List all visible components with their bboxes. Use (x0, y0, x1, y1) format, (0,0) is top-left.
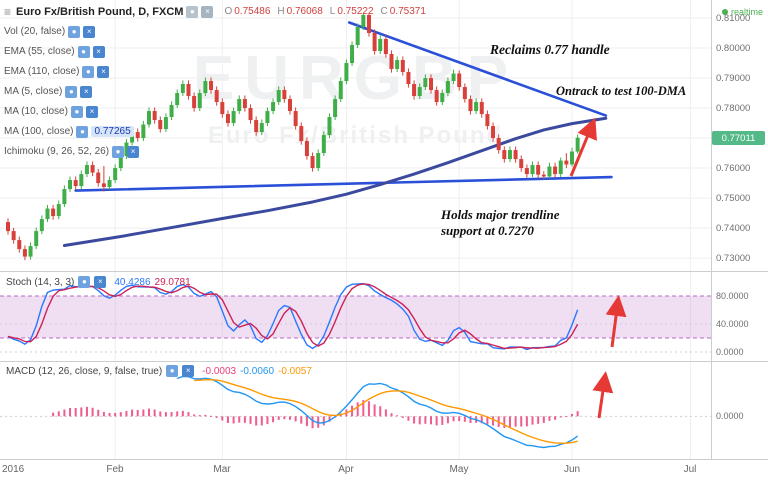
time-label: May (449, 464, 469, 475)
macd-line-value: -0.0060 (240, 365, 275, 377)
time-label: Jun (563, 464, 581, 475)
stoch-axis-label: 80.0000 (716, 291, 749, 301)
price-label: 0.73000 (716, 253, 751, 264)
realtime-dot-icon (721, 9, 728, 15)
price-label: 0.76000 (716, 163, 751, 174)
indicator-label[interactable]: Ichimoku (9, 26, 52, 26) (4, 146, 110, 157)
ohlc-high-value: 0.76068 (286, 6, 323, 17)
indicator-row-ma100: MA (100, close) ● 0.77265 (4, 124, 134, 139)
stoch-label[interactable]: Stoch (14, 3, 3) (6, 276, 75, 288)
price-label: 0.78000 (716, 103, 751, 114)
macd-zero-label: 0.0000 (716, 411, 744, 422)
eye-icon[interactable]: ● (186, 5, 199, 18)
eye-icon[interactable]: ● (68, 25, 81, 38)
stoch-axis-label: 40.0000 (716, 319, 749, 329)
time-label: Apr (338, 464, 354, 475)
eye-icon[interactable]: ● (77, 45, 90, 58)
last-price-badge: 0.77011 (712, 131, 765, 145)
macd-signal-value: -0.0057 (278, 365, 312, 377)
close-icon[interactable]: × (83, 25, 96, 38)
eye-icon[interactable]: ● (166, 365, 179, 377)
indicator-label[interactable]: EMA (55, close) (4, 46, 75, 57)
eye-icon[interactable]: ● (65, 85, 78, 98)
macd-label[interactable]: MACD (12, 26, close, 9, false, true) (6, 365, 163, 377)
indicator-row-ema110: EMA (110, close) ● × (4, 64, 110, 79)
macd-hist-value: -0.0003 (202, 365, 237, 377)
menu-icon[interactable]: ≡ (4, 4, 12, 19)
stoch-k-value: 40.4286 (114, 276, 151, 288)
indicator-row-ma5: MA (5, close) ● × (4, 84, 93, 99)
indicator-row-ichimoku: Ichimoku (9, 26, 52, 26) ● × (4, 144, 140, 159)
close-icon[interactable]: × (85, 105, 98, 118)
ohlc-close-value: 0.75371 (389, 6, 426, 17)
price-label: 0.79000 (716, 73, 751, 84)
ma100-value: 0.77265 (91, 126, 134, 137)
stoch-axis-label: 0.0000 (716, 347, 744, 357)
time-label: 2016 (2, 464, 25, 475)
indicator-label[interactable]: MA (10, close) (4, 106, 68, 117)
close-icon[interactable]: × (80, 85, 93, 98)
price-label: 0.75000 (716, 193, 751, 204)
eye-icon[interactable]: ● (78, 276, 91, 288)
eye-icon[interactable]: ● (76, 125, 89, 138)
ohlc-close-label: C (380, 6, 388, 17)
annotation-reclaims[interactable]: Reclaims 0.77 handle (490, 42, 610, 57)
ohlc-readout: O 0.75486 H 0.76068 L 0.75222 C 0.75371 (224, 6, 430, 17)
indicator-row-ma10: MA (10, close) ● × (4, 104, 98, 119)
indicator-row-ema55: EMA (55, close) ● × (4, 44, 105, 59)
ohlc-open-value: 0.75486 (234, 6, 271, 17)
eye-icon[interactable]: ● (112, 145, 125, 158)
close-icon[interactable]: × (92, 45, 105, 58)
stoch-legend: Stoch (14, 3, 3) ● × 40.4286 29.0781 (6, 276, 191, 288)
annotation-support[interactable]: Holds major trendline support at 0.7270 (441, 207, 560, 238)
symbol-title[interactable]: Euro Fx/British Pound, D, FXCM (16, 5, 184, 18)
price-label: 0.74000 (716, 223, 751, 234)
ohlc-low-label: L (329, 6, 336, 17)
price-label: 0.81000 (716, 13, 751, 24)
ohlc-open-label: O (224, 6, 233, 17)
ohlc-low-value: 0.75222 (337, 6, 374, 17)
indicator-label[interactable]: EMA (110, close) (4, 66, 80, 77)
realtime-label: realtime (730, 7, 763, 17)
indicator-label[interactable]: MA (5, close) (4, 86, 63, 97)
indicator-row-vol: Vol (20, false) ● × (4, 24, 96, 39)
close-icon[interactable]: × (182, 365, 195, 377)
eye-icon[interactable]: ● (70, 105, 83, 118)
close-icon[interactable]: × (127, 145, 140, 158)
price-label: 0.80000 (716, 43, 751, 54)
stoch-d-value: 29.0781 (154, 276, 191, 288)
close-icon[interactable]: × (94, 276, 107, 288)
annotation-ontrack[interactable]: Ontrack to test 100-DMA (556, 84, 687, 98)
realtime-indicator: realtime (721, 7, 763, 17)
indicator-label[interactable]: MA (100, close) (4, 126, 74, 137)
symbol-header: ≡ Euro Fx/British Pound, D, FXCM ● × O 0… (4, 4, 431, 19)
ohlc-high-label: H (277, 6, 285, 17)
time-label: Jul (683, 464, 697, 475)
eye-icon[interactable]: ● (82, 65, 95, 78)
time-label: Mar (213, 464, 231, 475)
indicator-label[interactable]: Vol (20, false) (4, 26, 66, 37)
close-icon[interactable]: × (97, 65, 110, 78)
close-icon[interactable]: × (201, 5, 214, 18)
time-label: Feb (106, 464, 124, 475)
macd-legend: MACD (12, 26, close, 9, false, true) ● ×… (6, 365, 312, 377)
